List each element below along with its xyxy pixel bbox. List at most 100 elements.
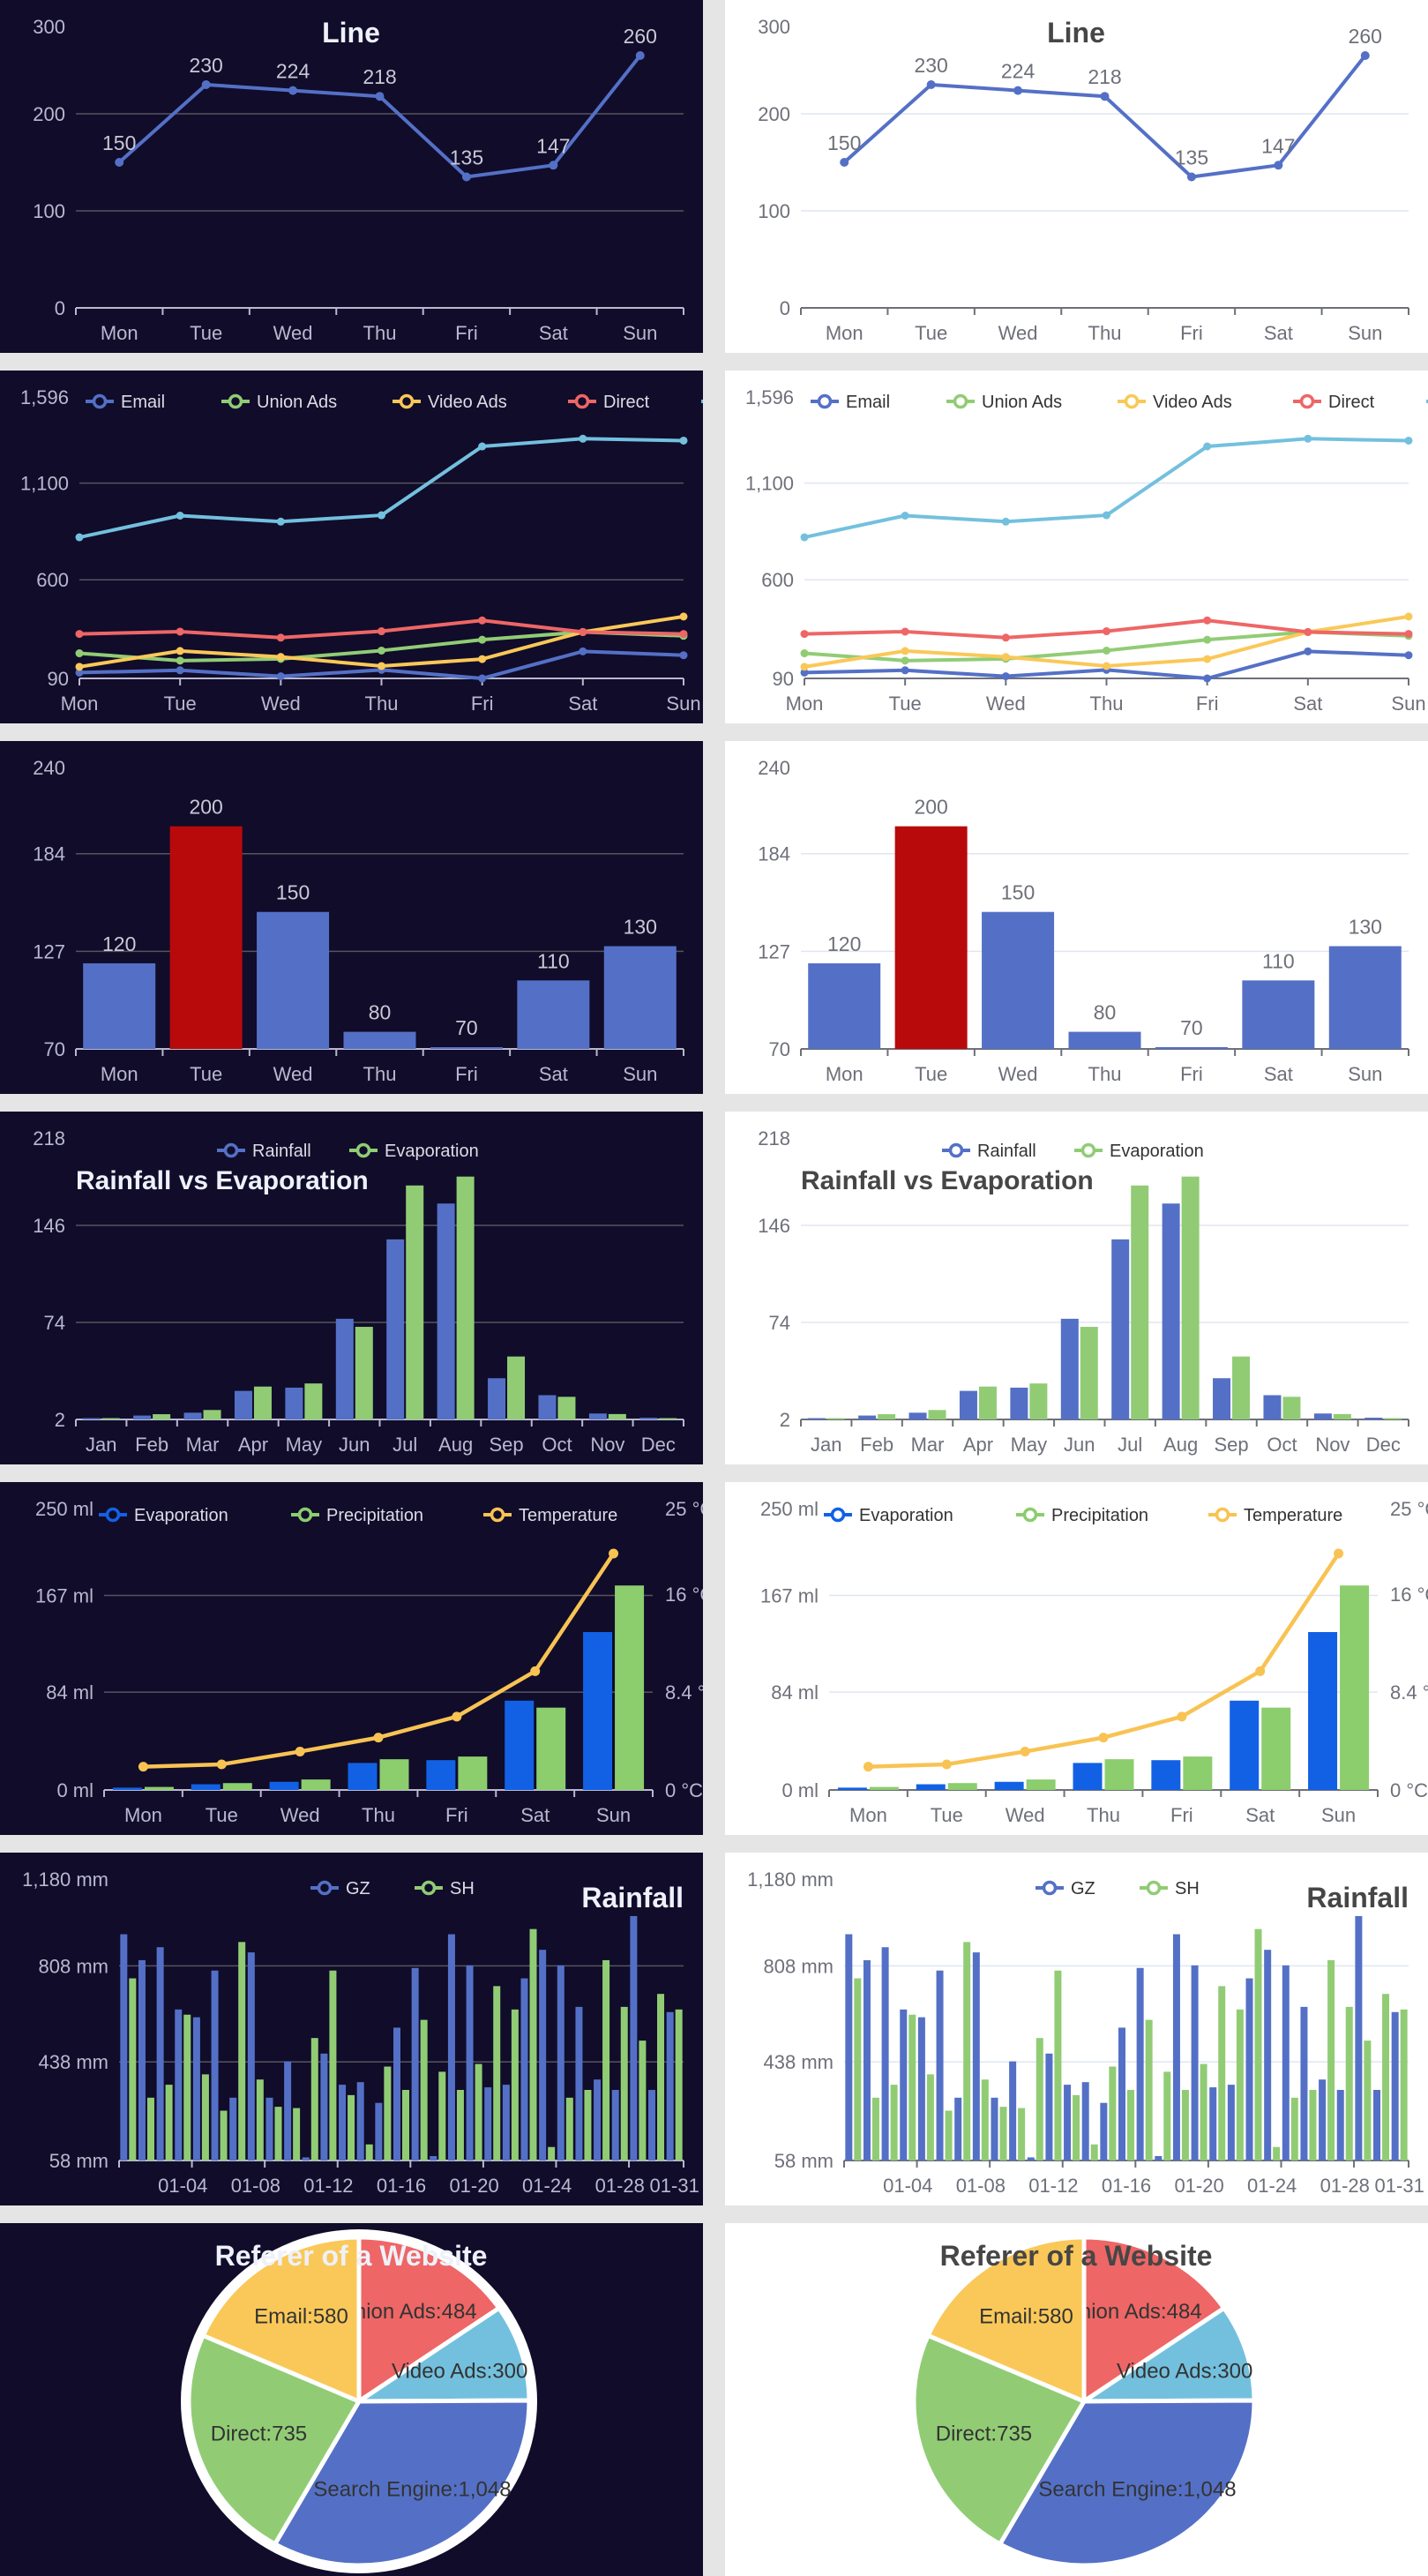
bar[interactable]	[265, 2097, 273, 2160]
legend-item-precipitation[interactable]: Precipitation	[1016, 1506, 1148, 1525]
line-series-main[interactable]	[115, 51, 645, 182]
line-series-video-ads[interactable]	[75, 612, 688, 671]
data-point[interactable]	[1103, 662, 1110, 670]
pie-slice-search-engine[interactable]	[273, 2398, 532, 2568]
bar[interactable]	[565, 2097, 573, 2160]
data-point[interactable]	[1404, 651, 1413, 660]
data-point[interactable]	[176, 647, 184, 655]
bar[interactable]	[826, 1418, 845, 1420]
bar-series-evaporation[interactable]	[112, 1632, 613, 1790]
data-point[interactable]	[530, 1666, 541, 1676]
bar-series-evaporation[interactable]	[837, 1632, 1338, 1790]
bar-mon[interactable]	[83, 962, 156, 1049]
bar[interactable]	[1111, 1239, 1130, 1419]
line-series-direct[interactable]	[800, 616, 1413, 642]
bar[interactable]	[1364, 2041, 1372, 2160]
bar[interactable]	[1181, 1176, 1200, 1419]
data-point[interactable]	[1177, 1711, 1187, 1722]
bar[interactable]	[854, 1978, 862, 2160]
bar[interactable]	[234, 1390, 252, 1419]
data-point[interactable]	[276, 633, 285, 642]
data-point[interactable]	[378, 662, 385, 670]
bar[interactable]	[348, 1763, 378, 1790]
bar[interactable]	[302, 2157, 310, 2160]
data-point[interactable]	[176, 511, 184, 520]
data-point[interactable]	[478, 674, 487, 683]
bar[interactable]	[269, 1781, 299, 1790]
bar[interactable]	[963, 1942, 971, 2160]
data-point[interactable]	[375, 92, 385, 101]
bar[interactable]	[1290, 2097, 1298, 2160]
bar[interactable]	[1029, 1383, 1048, 1419]
bar[interactable]	[1230, 1700, 1260, 1790]
bar[interactable]	[1336, 2090, 1344, 2160]
bar[interactable]	[538, 1395, 557, 1420]
bar-sun[interactable]	[1328, 946, 1402, 1049]
line-series-video-ads[interactable]	[800, 612, 1413, 671]
bar[interactable]	[1236, 2009, 1244, 2160]
bar[interactable]	[493, 1986, 501, 2160]
bar[interactable]	[1018, 2108, 1026, 2160]
data-point[interactable]	[579, 647, 587, 655]
data-point[interactable]	[1203, 655, 1212, 663]
data-point[interactable]	[800, 630, 809, 639]
data-point[interactable]	[176, 666, 184, 675]
legend-item-precipitation[interactable]: Precipitation	[291, 1506, 423, 1525]
bar[interactable]	[488, 1378, 506, 1419]
data-point[interactable]	[138, 1762, 148, 1772]
data-point[interactable]	[75, 663, 84, 671]
data-point[interactable]	[478, 655, 487, 663]
data-point[interactable]	[1334, 1548, 1344, 1559]
bar[interactable]	[384, 2066, 392, 2160]
bar[interactable]	[869, 1786, 899, 1790]
bar[interactable]	[183, 1412, 202, 1419]
bar[interactable]	[253, 1386, 272, 1419]
bar-tue[interactable]	[169, 826, 243, 1049]
data-point[interactable]	[1404, 612, 1413, 621]
pie-slice-video-ads[interactable]	[1081, 2305, 1257, 2404]
bar-sun[interactable]	[603, 946, 677, 1049]
bar[interactable]	[238, 1942, 246, 2160]
bar[interactable]	[858, 1415, 877, 1419]
bar[interactable]	[1183, 1756, 1213, 1790]
line-series-search-engine[interactable]	[75, 434, 688, 542]
data-point[interactable]	[609, 1548, 619, 1559]
bar-wed[interactable]	[257, 911, 330, 1049]
bar[interactable]	[1109, 2066, 1117, 2160]
bar[interactable]	[502, 2085, 510, 2160]
bar[interactable]	[1355, 1915, 1363, 2160]
legend-item-video-ads[interactable]: Video Ads	[393, 393, 507, 412]
bar[interactable]	[620, 2006, 628, 2160]
bar[interactable]	[293, 2108, 301, 2160]
data-point[interactable]	[941, 1759, 952, 1770]
bar[interactable]	[1045, 2053, 1053, 2160]
data-point[interactable]	[75, 649, 84, 658]
legend-item-evaporation[interactable]: Evaporation	[349, 1142, 479, 1161]
bar[interactable]	[348, 2094, 355, 2160]
bar[interactable]	[1081, 2082, 1089, 2160]
data-point[interactable]	[1001, 633, 1010, 642]
legend-item-email[interactable]: Email	[86, 393, 165, 412]
data-point[interactable]	[1203, 442, 1212, 451]
bar[interactable]	[908, 1412, 927, 1419]
data-point[interactable]	[1001, 517, 1010, 526]
bar[interactable]	[1026, 1779, 1056, 1790]
bar[interactable]	[1327, 1959, 1335, 2160]
bar[interactable]	[1064, 2085, 1072, 2160]
bar[interactable]	[1035, 2038, 1043, 2160]
bar[interactable]	[575, 2006, 583, 2160]
bar[interactable]	[991, 2097, 998, 2160]
bar[interactable]	[908, 2014, 916, 2160]
legend-item-union-ads[interactable]: Union Ads	[221, 393, 337, 412]
bar[interactable]	[484, 2087, 492, 2160]
bar[interactable]	[1400, 2009, 1408, 2160]
data-point[interactable]	[901, 511, 909, 520]
bar[interactable]	[1391, 2011, 1399, 2160]
data-point[interactable]	[679, 436, 688, 445]
data-point[interactable]	[288, 86, 298, 95]
pie-slice-video-ads[interactable]	[356, 2305, 532, 2404]
line-series-temperature[interactable]	[138, 1548, 619, 1772]
legend-item-sh[interactable]: SH	[415, 1879, 475, 1898]
bar[interactable]	[945, 2110, 953, 2160]
bar-tue[interactable]	[894, 826, 968, 1049]
